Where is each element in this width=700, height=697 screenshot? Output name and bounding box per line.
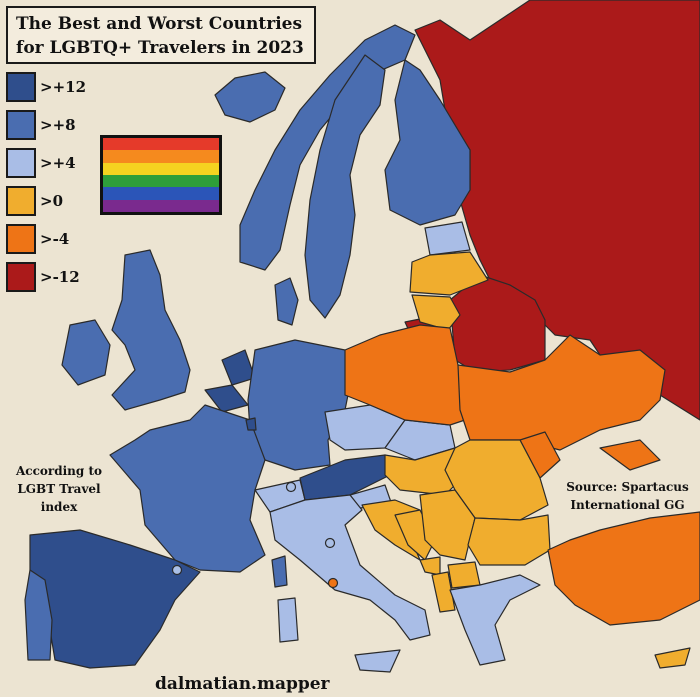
- flag-stripe: [103, 150, 219, 163]
- source-note-line-1: Source: Spartacus: [566, 480, 689, 494]
- source-note: Source: Spartacus International GG: [560, 478, 695, 514]
- country-italy: [269, 494, 431, 641]
- index-note: According to LGBT Travel index: [4, 462, 114, 516]
- country-denmark: [274, 277, 299, 326]
- legend-item: >+8: [6, 110, 96, 140]
- country-iceland: [214, 71, 286, 123]
- country-georgia: [599, 439, 661, 471]
- city-marker: [285, 481, 297, 493]
- country-sardinia: [277, 597, 299, 643]
- country-north-macedonia: [447, 561, 481, 589]
- legend-swatch: [6, 110, 36, 140]
- title-line-1: The Best and Worst Countries: [16, 14, 303, 34]
- country-uk: [111, 249, 191, 411]
- country-albania: [431, 571, 456, 613]
- country-france: [109, 404, 266, 573]
- country-cyprus: [654, 647, 691, 669]
- legend-swatch: [6, 148, 36, 178]
- legend-swatch: [6, 72, 36, 102]
- legend-item: >-12: [6, 262, 96, 292]
- legend-item: >+4: [6, 148, 96, 178]
- rainbow-flag-icon: [100, 135, 222, 215]
- country-corsica: [271, 555, 288, 588]
- country-lithuania: [411, 294, 461, 331]
- flag-stripe: [103, 199, 219, 212]
- country-sicily: [354, 649, 401, 673]
- legend: >+12 >+8 >+4 >0 >-4 >-12: [6, 72, 96, 300]
- index-note-line-1: According to: [15, 464, 103, 478]
- city-marker: [324, 537, 336, 549]
- legend-item: >-4: [6, 224, 96, 254]
- legend-label: >+12: [40, 78, 87, 96]
- flag-stripe: [103, 174, 219, 188]
- country-romania: [444, 439, 549, 521]
- city-marker: [171, 564, 183, 576]
- country-bulgaria: [467, 514, 551, 566]
- legend-item: >0: [6, 186, 96, 216]
- legend-label: >0: [40, 192, 64, 210]
- author-credit: dalmatian.mapper: [155, 674, 330, 694]
- legend-label: >-12: [40, 268, 80, 286]
- index-note-line-2: LGBT Travel: [17, 482, 101, 496]
- legend-label: >+4: [40, 154, 76, 172]
- flag-stripe: [103, 138, 219, 151]
- legend-item: >+12: [6, 72, 96, 102]
- country-germany: [247, 339, 351, 471]
- legend-swatch: [6, 186, 36, 216]
- city-marker: [327, 577, 339, 589]
- legend-label: >-4: [40, 230, 70, 248]
- flag-stripe: [103, 162, 219, 175]
- country-slovakia: [384, 419, 456, 461]
- legend-label: >+8: [40, 116, 76, 134]
- country-estonia: [424, 221, 471, 256]
- country-ireland: [61, 319, 111, 386]
- legend-swatch: [6, 224, 36, 254]
- title-line-2: for LGBTQ+ Travelers in 2023: [16, 38, 304, 58]
- country-serbia: [419, 489, 476, 561]
- country-luxembourg: [245, 417, 257, 431]
- country-latvia: [409, 251, 489, 296]
- country-netherlands: [221, 349, 256, 386]
- index-note-line-3: index: [40, 500, 78, 514]
- flag-stripe: [103, 187, 219, 200]
- legend-swatch: [6, 262, 36, 292]
- country-montenegro: [419, 556, 441, 576]
- country-portugal: [24, 569, 53, 661]
- country-sweden: [304, 54, 386, 319]
- map-title: The Best and Worst Countries for LGBTQ+ …: [6, 6, 316, 64]
- country-greece: [449, 574, 541, 666]
- country-finland: [384, 59, 471, 226]
- source-note-line-2: International GG: [570, 498, 685, 512]
- country-turkey: [547, 511, 700, 626]
